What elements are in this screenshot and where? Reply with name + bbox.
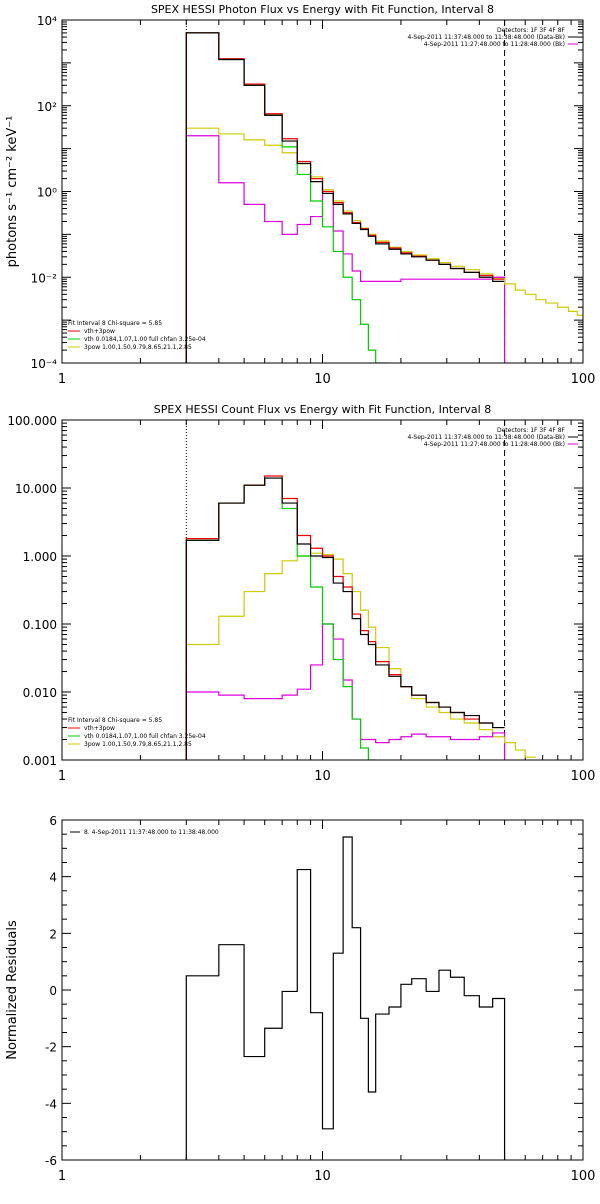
series-3pow-line [185, 127, 505, 363]
series-data-line [185, 836, 506, 1160]
x-axis-ticks [61, 820, 572, 1160]
series-vth-line [185, 32, 389, 363]
legend-entry: 3pow 1.00,1.50,9.79,8.65,21.1,2.85 [84, 344, 192, 351]
y-tick-label: 10.000 [15, 482, 57, 496]
photon-flux-chart: SPEX HESSI Photon Flux vs Energy with Fi… [5, 3, 596, 387]
series-data-line [185, 32, 505, 363]
legend-entry: vth+3pow [84, 725, 115, 732]
plot-frame [61, 819, 584, 1161]
plot-area [185, 420, 536, 760]
legend-entry: 4-Sep-2011 11:37:48.000 to 11:38:48.000 … [407, 434, 565, 441]
count-flux-chart: SPEX HESSI Count Flux vs Energy with Fit… [7, 403, 596, 784]
series-vth-plus-3pow-line [185, 32, 505, 363]
y-tick-label: 100.000 [7, 414, 57, 428]
y-axis-label: photons s⁻¹ cm⁻² keV⁻¹ [5, 116, 20, 268]
y-tick-label: 10⁻² [31, 271, 58, 285]
x-tick-label: 10 [314, 372, 331, 387]
chart-title: SPEX HESSI Photon Flux vs Energy with Fi… [151, 3, 494, 16]
y-tick-label: 6 [49, 814, 57, 828]
y-tick-label: -6 [45, 1154, 57, 1168]
y-tick-label: 10² [37, 100, 57, 114]
legend-entry: Detectors: 1F 3F 4F 8F [497, 427, 566, 434]
legend-entry: Fit Interval 8 Chi-square = 5.85 [68, 717, 162, 724]
legend-entry: vth+3pow [84, 328, 115, 335]
x-tick-label: 100 [571, 769, 596, 784]
residuals-panel: 1 10 100 -6 -4 -2 0 2 4 6 Normalized Residuals 8. 4… [0, 800, 600, 1200]
y-axis-label: Normalized Residuals [5, 920, 20, 1060]
plot-area [185, 836, 506, 1160]
y-tick-label: 2 [49, 927, 57, 941]
y-tick-label: 10⁴ [37, 14, 57, 28]
legend-entry: Detectors: 1F 3F 4F 8F [497, 27, 566, 34]
x-tick-label: 100 [571, 1169, 596, 1184]
legend-entry: 4-Sep-2011 11:27:48.000 to 11:28:48.000 … [424, 441, 565, 448]
legend-entry: 3pow 1.00,1.50,9.79,8.65,21.1,2.85 [84, 741, 192, 748]
x-tick-label: 1 [58, 769, 66, 784]
x-tick-label: 100 [571, 372, 596, 387]
y-tick-label: 0.010 [23, 686, 57, 700]
y-tick-label: 0 [49, 984, 57, 998]
legend-entry: Fit Interval 8 Chi-square = 5.85 [68, 320, 162, 327]
legend-entry: vth 0.0184,1.07,1.00 full chfan 3.25e-04 [84, 336, 206, 343]
y-tick-label: 10⁻⁴ [31, 357, 58, 371]
legend-entry: 4-Sep-2011 11:37:48.000 to 11:38:48.000 … [407, 34, 565, 41]
y-tick-label: 4 [49, 871, 57, 885]
y-tick-label: 1.000 [23, 550, 57, 564]
x-tick-label: 1 [58, 372, 66, 387]
count-flux-panel: SPEX HESSI Count Flux vs Energy with Fit… [0, 400, 600, 800]
y-axis-ticks [62, 819, 583, 1161]
x-tick-label: 1 [58, 1169, 66, 1184]
plot-area [185, 20, 583, 363]
y-tick-label: 0.100 [23, 618, 57, 632]
x-tick-label: 10 [314, 1169, 331, 1184]
x-axis-ticks [61, 420, 572, 760]
series-3pow-line [185, 552, 505, 760]
series-Bk-line [185, 135, 506, 363]
series-vth-plus-3pow-line [185, 475, 505, 760]
photon-flux-panel: SPEX HESSI Photon Flux vs Energy with Fi… [0, 0, 600, 400]
series-data-line [185, 477, 505, 760]
series-3pow-extension-line [503, 736, 536, 758]
y-tick-label: -4 [45, 1097, 57, 1111]
legend-entry: 8. 4-Sep-2011 11:37:48.000 to 11:38:48.0… [84, 829, 219, 836]
series-3pow-extension-line [503, 278, 583, 316]
x-tick-label: 10 [314, 769, 331, 784]
legend-entry: vth 0.0184,1.07,1.00 full chfan 3.25e-04 [84, 733, 206, 740]
y-tick-label: -2 [45, 1041, 57, 1055]
y-tick-label: 10⁰ [37, 186, 57, 200]
chart-title: SPEX HESSI Count Flux vs Energy with Fit… [154, 403, 491, 416]
residuals-chart: 1 10 100 -6 -4 -2 0 2 4 6 Normalized Residuals 8. 4… [5, 814, 596, 1184]
legend-entry: 4-Sep-2011 11:27:48.000 to 11:28:48.000 … [424, 41, 565, 48]
y-tick-label: 0.001 [23, 754, 57, 768]
plot-frame [61, 19, 584, 364]
series-vth-line [185, 477, 376, 760]
series-Bk-line [185, 623, 506, 760]
plot-frame [61, 419, 584, 761]
x-axis-ticks [61, 20, 572, 363]
